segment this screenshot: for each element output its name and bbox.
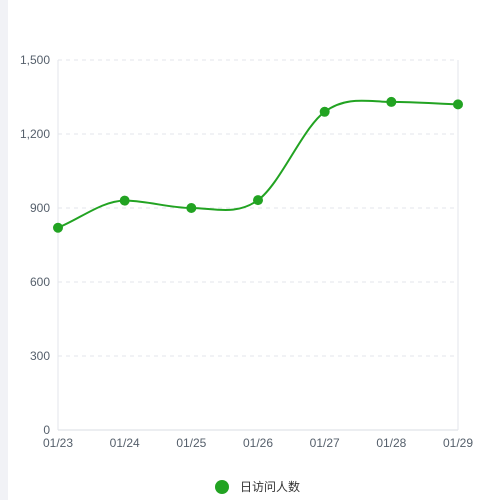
data-point[interactable] [53,222,63,233]
legend-marker[interactable] [215,480,229,494]
x-tick-label: 01/28 [376,436,406,450]
x-tick-label: 01/29 [443,436,473,450]
x-axis-ticks: 01/23 01/24 01/25 01/26 01/27 01/28 01/29 [43,436,473,450]
grid-lines [58,59,458,357]
y-axis-ticks: 0 300 600 900 1,200 1,500 [20,53,50,437]
x-tick-label: 01/26 [243,436,273,450]
y-tick-label: 300 [30,349,50,363]
legend[interactable]: 日访问人数 [215,479,300,494]
left-sidebar-edge [0,0,8,500]
y-tick-label: 600 [30,275,50,289]
y-tick-label: 900 [30,201,50,215]
x-tick-label: 01/23 [43,436,73,450]
data-point[interactable] [386,96,397,107]
x-tick-label: 01/25 [176,436,206,450]
series-lines [57,99,459,229]
data-point[interactable] [453,99,463,110]
data-point[interactable] [186,203,197,213]
x-tick-label: 01/27 [310,436,340,450]
y-tick-label: 0 [43,423,50,437]
data-point[interactable] [119,195,130,206]
y-tick-label: 1,500 [20,53,50,67]
axes [57,60,459,431]
data-points [53,96,463,233]
data-point[interactable] [319,106,330,117]
legend-label[interactable]: 日访问人数 [240,479,300,494]
x-tick-label: 01/24 [110,436,140,450]
series-line [57,99,459,229]
data-point[interactable] [253,195,263,206]
y-tick-label: 1,200 [20,127,50,141]
